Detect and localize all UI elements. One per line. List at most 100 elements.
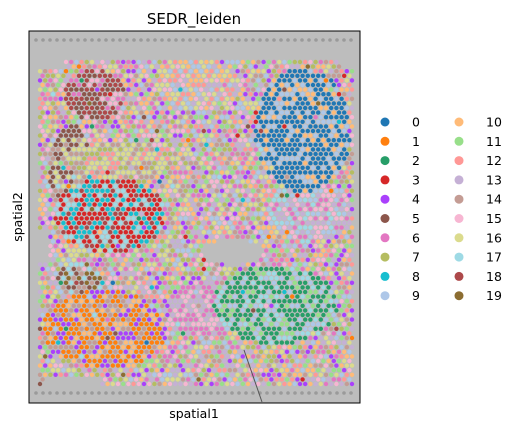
spot-cluster-13 [310, 230, 316, 235]
spot-cluster-7 [97, 147, 103, 152]
spot-cluster-9 [206, 147, 212, 152]
spot-cluster-9 [284, 156, 290, 161]
spot-cluster-5 [63, 170, 69, 175]
spot-cluster-6 [331, 331, 336, 336]
spot-cluster-10 [264, 128, 269, 134]
spot-cluster-9 [342, 294, 347, 299]
spot-cluster-6 [248, 220, 253, 226]
spot-cluster-7 [347, 230, 352, 235]
spot-cluster-2 [248, 266, 253, 272]
spot-cluster-9 [256, 326, 261, 331]
spot-cluster-1 [128, 322, 134, 327]
spot-cluster-18 [100, 216, 105, 221]
spot-cluster-10 [261, 243, 266, 249]
spot-cluster-7 [43, 78, 48, 83]
spot-cluster-10 [58, 253, 63, 258]
spot-cluster-3 [235, 133, 240, 138]
spot-cluster-9 [347, 349, 352, 354]
spot-cluster-1 [63, 354, 69, 359]
spot-cluster-2 [326, 303, 331, 308]
spot-cluster-7 [334, 345, 339, 350]
spot-cluster-10 [308, 78, 313, 83]
spot-cluster-12 [232, 73, 238, 79]
spot-cluster-12 [43, 271, 48, 276]
spot-cluster-17 [303, 197, 308, 203]
spot-cluster-14 [40, 340, 45, 345]
spot-cluster-12 [40, 119, 45, 125]
spot-cluster-0 [277, 170, 282, 175]
spot-cluster-15 [238, 138, 243, 143]
spot-cluster-7 [115, 280, 121, 285]
spot-cluster-16 [243, 101, 248, 106]
spot-cluster-4 [95, 345, 100, 350]
spot-cluster-16 [165, 73, 170, 79]
spot-cluster-11 [321, 358, 326, 364]
spot-cluster-17 [274, 220, 279, 226]
spot-cluster-16 [147, 151, 152, 157]
spot-cluster-12 [157, 151, 162, 157]
spot-cluster-10 [232, 349, 238, 354]
spot-cluster-7 [97, 156, 103, 161]
spot-cluster-3 [128, 193, 134, 198]
spot-cluster-16 [89, 253, 95, 258]
spot-cluster-15 [126, 253, 131, 258]
spot-cluster-10 [89, 354, 95, 359]
spot-cluster-7 [290, 358, 295, 364]
spot-cluster-18 [154, 193, 160, 198]
spot-cluster-7 [209, 225, 214, 230]
fiducial-dot [202, 391, 206, 395]
spot-cluster-16 [279, 349, 284, 354]
spot-cluster-4 [95, 87, 100, 92]
spot-cluster-0 [284, 128, 290, 134]
spot-cluster-5 [87, 285, 92, 290]
spot-cluster-13 [188, 381, 193, 387]
spot-cluster-13 [53, 354, 58, 359]
spot-cluster-6 [336, 349, 342, 354]
spot-cluster-15 [253, 230, 258, 235]
spot-cluster-14 [136, 335, 141, 341]
spot-cluster-12 [180, 202, 186, 207]
spot-cluster-9 [287, 280, 292, 285]
fiducial-dot [132, 391, 136, 395]
spot-cluster-14 [152, 170, 157, 175]
spot-cluster-9 [178, 105, 183, 111]
spot-cluster-9 [178, 69, 183, 74]
spot-cluster-10 [347, 239, 352, 244]
spot-cluster-11 [227, 165, 232, 170]
spot-cluster-6 [178, 308, 183, 313]
spot-cluster-10 [63, 105, 69, 111]
spot-cluster-12 [204, 225, 209, 230]
spot-cluster-14 [66, 312, 71, 318]
spot-cluster-10 [89, 299, 95, 304]
spot-cluster-11 [199, 151, 204, 157]
spot-cluster-10 [128, 303, 134, 308]
spot-cluster-16 [199, 345, 204, 350]
spot-cluster-10 [347, 248, 352, 253]
spot-cluster-9 [279, 101, 284, 106]
spot-cluster-10 [152, 317, 157, 322]
spot-cluster-6 [251, 207, 256, 212]
spot-cluster-17 [329, 299, 334, 304]
spot-cluster-2 [253, 276, 258, 281]
spot-cluster-10 [261, 225, 266, 230]
spot-cluster-6 [121, 253, 126, 258]
spot-cluster-2 [284, 193, 290, 198]
spot-cluster-16 [253, 239, 258, 244]
spot-cluster-1 [66, 239, 71, 244]
spot-cluster-14 [349, 151, 355, 157]
spot-cluster-9 [256, 124, 261, 129]
spot-cluster-0 [334, 115, 339, 120]
spot-cluster-15 [209, 105, 214, 111]
spot-cluster-16 [115, 170, 121, 175]
spot-cluster-4 [269, 377, 274, 382]
spot-cluster-13 [48, 271, 53, 276]
spot-cluster-13 [188, 363, 193, 368]
spot-cluster-8 [69, 207, 74, 212]
spot-cluster-4 [238, 266, 243, 272]
spot-cluster-16 [349, 179, 355, 184]
spot-cluster-6 [209, 299, 214, 304]
spot-cluster-16 [131, 289, 136, 295]
spot-cluster-14 [134, 147, 139, 152]
spot-cluster-14 [149, 147, 154, 152]
spot-cluster-8 [87, 230, 92, 235]
